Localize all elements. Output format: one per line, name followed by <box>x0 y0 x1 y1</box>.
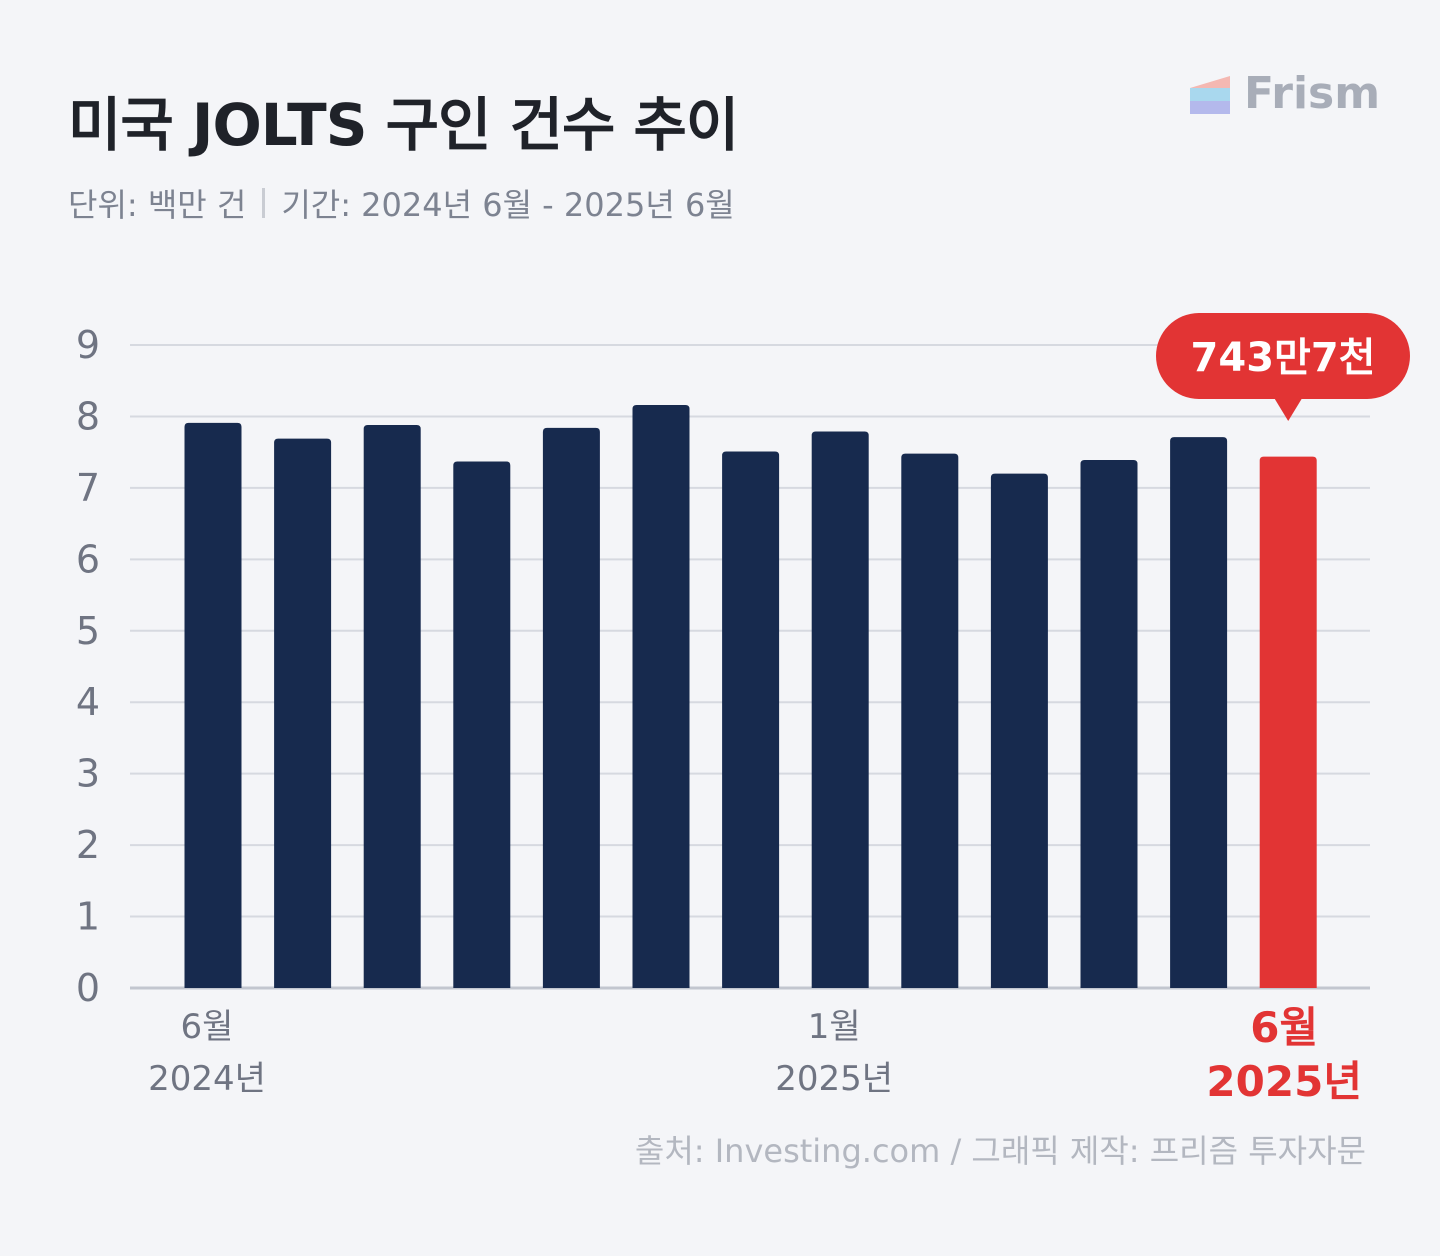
callout-pointer <box>1274 398 1302 421</box>
bar <box>812 431 869 988</box>
bar <box>185 423 242 988</box>
y-tick-label: 3 <box>76 752 100 796</box>
bar <box>364 425 421 988</box>
y-tick-label: 4 <box>76 680 100 724</box>
source-note: 출처: Investing.com / 그래픽 제작: 프리즘 투자자문 <box>635 1126 1366 1172</box>
y-tick-label: 9 <box>76 323 100 367</box>
callout-value: 743만7천 <box>1191 335 1376 381</box>
bar <box>1170 437 1227 988</box>
y-tick-label: 8 <box>76 394 100 438</box>
bar <box>722 451 779 988</box>
y-tick-label: 6 <box>76 537 100 581</box>
y-tick-label: 1 <box>76 895 100 939</box>
x-tick-month: 1월 <box>808 1007 861 1047</box>
x-tick-year: 2024년 <box>148 1059 266 1099</box>
x-tick-year: 2025년 <box>1206 1057 1362 1106</box>
x-tick-year: 2025년 <box>775 1059 893 1099</box>
bar <box>453 461 510 988</box>
bar <box>901 454 958 988</box>
y-tick-label: 0 <box>76 966 100 1010</box>
y-tick-label: 7 <box>76 466 100 510</box>
x-tick-month: 6월 <box>1250 1003 1318 1052</box>
x-tick-month: 6월 <box>181 1007 234 1047</box>
y-tick-label: 5 <box>76 609 100 653</box>
bar <box>274 439 331 988</box>
highlight-bar <box>1260 457 1317 988</box>
bar <box>543 428 600 988</box>
bar <box>633 405 690 988</box>
y-tick-label: 2 <box>76 823 100 867</box>
bar-chart: 0 1 2 3 4 5 6 7 8 9 6월 2024년 1월 2025년 6월 2025년 743만7천 <box>0 0 1440 1256</box>
bar <box>1081 460 1138 988</box>
bar <box>991 474 1048 988</box>
